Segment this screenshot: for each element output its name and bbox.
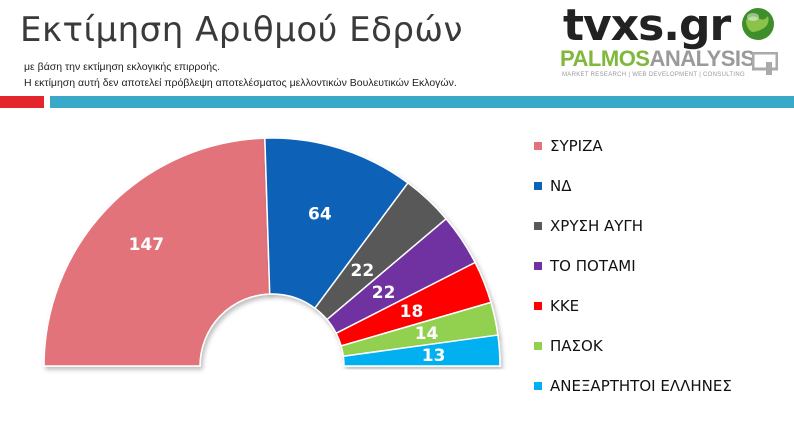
legend-swatch-3: [534, 262, 542, 270]
legend-label-6: ΑΝΕΞΑΡΤΗΤΟΙ ΕΛΛΗΝΕΣ: [550, 377, 732, 395]
slice-label-0: 147: [129, 235, 165, 255]
legend-label-3: ΤΟ ΠΟΤΑΜΙ: [550, 257, 636, 275]
slice-label-3: 22: [372, 283, 396, 303]
legend-swatch-6: [534, 382, 542, 390]
legend-swatch-5: [534, 342, 542, 350]
palmos-mark-icon: [752, 52, 778, 75]
tvxs-logo: tvxs.gr: [563, 0, 731, 51]
palmos-logo-analysis: ANALYSIS: [649, 46, 755, 71]
slice-label-6: 13: [422, 346, 446, 366]
legend-label-2: ΧΡΥΣΗ ΑΥΓΗ: [550, 217, 644, 235]
legend-label-1: ΝΔ: [550, 177, 572, 195]
slice-label-5: 14: [415, 324, 439, 344]
legend-item-6: ΑΝΕΞΑΡΤΗΤΟΙ ΕΛΛΗΝΕΣ: [534, 376, 732, 396]
legend-label-5: ΠΑΣΟΚ: [550, 337, 603, 355]
legend-item-1: ΝΔ: [534, 176, 571, 196]
disclaimer-text: Η εκτίμηση αυτή δεν αποτελεί πρόβλεψη απ…: [24, 77, 457, 89]
palmos-logo: PALMOSANALYSIS: [560, 46, 755, 72]
legend-swatch-0: [534, 142, 542, 150]
subtitle: με βάση την εκτίμηση εκλογικής επιρροής.: [24, 61, 221, 73]
globe-icon: [742, 8, 774, 40]
slice-label-2: 22: [351, 261, 375, 281]
legend-item-0: ΣΥΡΙΖΑ: [534, 136, 603, 156]
legend-item-5: ΠΑΣΟΚ: [534, 336, 603, 356]
slice-6: [342, 334, 501, 367]
legend-item-3: ΤΟ ΠΟΤΑΜΙ: [534, 256, 636, 276]
legend-label-0: ΣΥΡΙΖΑ: [550, 137, 603, 155]
slice-1: [264, 137, 409, 310]
legend-swatch-2: [534, 222, 542, 230]
page-title: Εκτίμηση Αριθμού Εδρών: [20, 10, 463, 50]
header-accent-blue: [50, 96, 794, 108]
legend-swatch-1: [534, 182, 542, 190]
palmos-logo-main: PALMOS: [560, 46, 650, 71]
header-accent-red: [0, 96, 44, 108]
legend-swatch-4: [534, 302, 542, 310]
palmos-tagline: MARKET RESEARCH | WEB DEVELOPMENT | CONS…: [562, 72, 745, 78]
slice-label-4: 18: [400, 302, 424, 322]
legend-item-2: ΧΡΥΣΗ ΑΥΓΗ: [534, 216, 643, 236]
legend-label-4: ΚΚΕ: [550, 297, 580, 315]
slice-0: [43, 137, 271, 367]
legend-item-4: ΚΚΕ: [534, 296, 579, 316]
slice-label-1: 64: [308, 204, 332, 224]
